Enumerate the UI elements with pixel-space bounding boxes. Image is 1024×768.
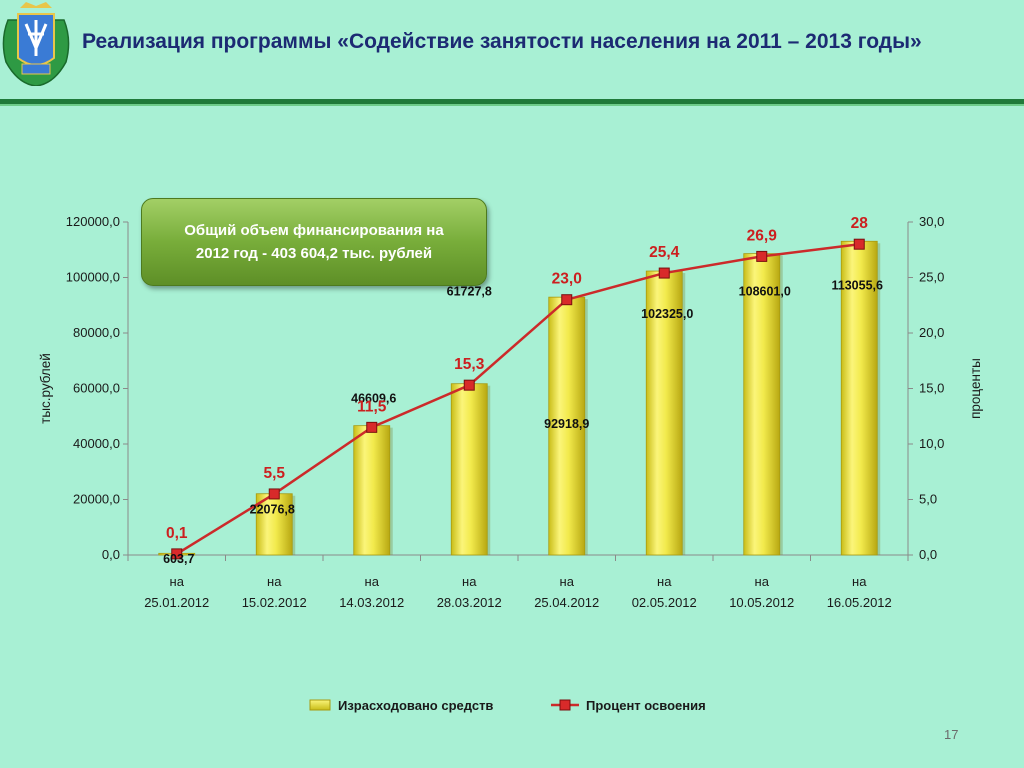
bar-value-label: 22076,8 xyxy=(250,503,295,517)
line-marker xyxy=(853,238,865,250)
x-tick-label-date: 16.05.2012 xyxy=(827,595,892,610)
legend-line-marker xyxy=(559,699,571,711)
percent-value-label: 0,1 xyxy=(166,525,188,542)
y-tick-label: 80000,0 xyxy=(73,325,120,340)
y2-tick-label: 25,0 xyxy=(919,270,944,285)
y2-tick-label: 15,0 xyxy=(919,381,944,396)
line-marker xyxy=(171,548,183,560)
y-tick-label: 0,0 xyxy=(102,547,120,562)
bar xyxy=(255,493,293,556)
callout-line-1: Общий объем финансирования на xyxy=(184,222,444,239)
header-divider-highlight xyxy=(0,104,1024,106)
bar xyxy=(353,425,391,556)
x-tick-label-prefix: на xyxy=(852,574,867,589)
legend-line-label: Процент освоения xyxy=(586,698,706,713)
x-tick-label-date: 28.03.2012 xyxy=(437,595,502,610)
x-tick-label-date: 10.05.2012 xyxy=(729,595,794,610)
bar-value-label: 603,7 xyxy=(163,552,194,566)
y-tick-label: 120000,0 xyxy=(66,214,120,229)
percent-line xyxy=(176,242,860,555)
percent-value-label: 25,4 xyxy=(649,244,680,261)
page-title: Реализация программы «Содействие занятос… xyxy=(82,30,922,53)
y2-tick-label: 30,0 xyxy=(919,214,944,229)
line-marker xyxy=(756,250,768,262)
y2-tick-label: 5,0 xyxy=(919,492,937,507)
bar xyxy=(548,296,586,556)
x-tick-label-prefix: на xyxy=(267,574,282,589)
y2-axis-title: проценты xyxy=(968,358,983,419)
legend-bar-swatch xyxy=(309,699,331,711)
bar-value-label: 92918,9 xyxy=(544,417,589,431)
x-tick-label-prefix: на xyxy=(170,574,185,589)
x-tick-label-date: 25.01.2012 xyxy=(144,595,209,610)
percent-value-label: 15,3 xyxy=(454,356,485,373)
y-tick-label: 20000,0 xyxy=(73,492,120,507)
x-tick-label-prefix: на xyxy=(560,574,575,589)
percent-value-label: 23,0 xyxy=(552,271,582,288)
y-tick-label: 100000,0 xyxy=(66,270,120,285)
bar xyxy=(645,270,683,556)
x-tick-label-date: 02.05.2012 xyxy=(632,595,697,610)
header-divider xyxy=(0,99,1024,104)
coat-of-arms-emblem xyxy=(2,2,70,86)
bar-value-label: 61727,8 xyxy=(447,285,492,299)
y-axis-title: тыс.рублей xyxy=(38,353,53,424)
line-marker xyxy=(561,294,573,306)
x-tick-label-prefix: на xyxy=(657,574,672,589)
y2-tick-label: 0,0 xyxy=(919,547,937,562)
percent-value-label: 5,5 xyxy=(263,465,285,482)
y-tick-label: 40000,0 xyxy=(73,436,120,451)
bar xyxy=(743,253,781,556)
x-tick-label-prefix: на xyxy=(755,574,770,589)
legend-bar-label: Израсходовано средств xyxy=(338,698,493,713)
x-tick-label-prefix: на xyxy=(365,574,380,589)
y-tick-label: 60000,0 xyxy=(73,381,120,396)
bar-value-label: 113055,6 xyxy=(832,278,883,292)
line-marker xyxy=(268,488,280,500)
callout-line-2: 2012 год - 403 604,2 тыс. рублей xyxy=(195,245,433,262)
line-marker xyxy=(463,379,475,391)
y2-tick-label: 20,0 xyxy=(919,325,944,340)
bar xyxy=(840,240,878,556)
percent-value-label: 26,9 xyxy=(747,227,778,244)
x-tick-label-date: 25.04.2012 xyxy=(534,595,599,610)
percent-value-label: 28 xyxy=(851,215,869,232)
percent-value-label: 11,5 xyxy=(357,398,387,415)
bar-value-label: 46609,6 xyxy=(351,392,396,406)
bar-value-label: 108601,0 xyxy=(739,285,791,299)
x-tick-label-date: 15.02.2012 xyxy=(242,595,307,610)
bar xyxy=(450,383,488,556)
y2-tick-label: 10,0 xyxy=(919,436,944,451)
funding-callout: Общий объем финансирования на 2012 год -… xyxy=(141,198,487,286)
bar-value-label: 102325,0 xyxy=(641,307,693,321)
line-marker xyxy=(366,421,378,433)
x-tick-label-prefix: на xyxy=(462,574,477,589)
line-marker xyxy=(658,267,670,279)
page-number: 17 xyxy=(944,727,959,742)
x-tick-label-date: 14.03.2012 xyxy=(339,595,404,610)
